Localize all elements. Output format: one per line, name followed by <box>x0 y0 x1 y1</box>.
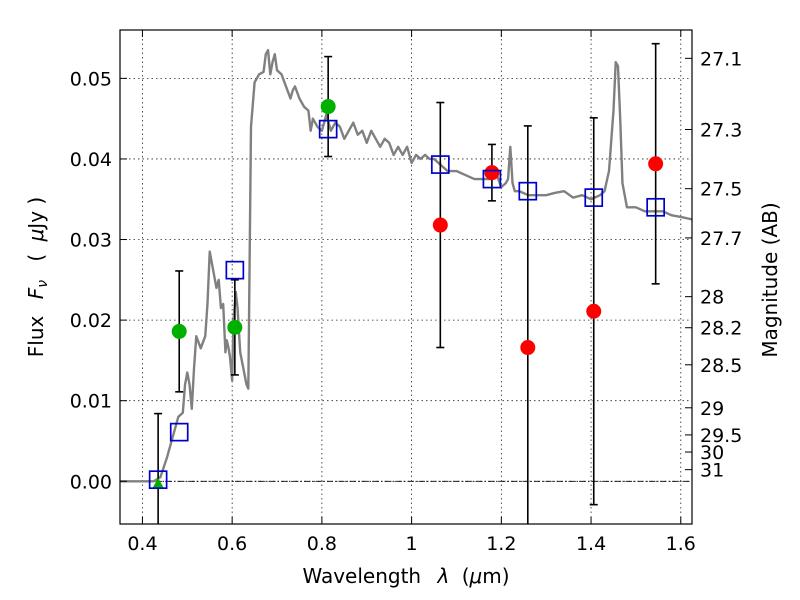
y-axis-label-paren: ( <box>24 254 48 262</box>
magnitude-tick-label: 27.3 <box>700 119 742 141</box>
plot-frame <box>119 29 693 525</box>
x-axis-label: Wavelength λ (μm) <box>302 564 509 588</box>
magnitude-axis-label: Magnitude (AB) <box>758 202 782 357</box>
y-tick-label: 0.03 <box>70 230 112 252</box>
y-tick-label: 0.04 <box>70 149 112 171</box>
y-tick-label: 0.05 <box>70 68 112 90</box>
y-axis-label: Flux Fν ( μJy ) <box>24 197 52 357</box>
y-axis-label-mu: μ <box>24 229 48 243</box>
magnitude-tick-label: 29.5 <box>700 425 742 447</box>
hst-data-point <box>227 319 243 335</box>
magnitude-tick-label: 30 <box>700 442 724 464</box>
x-axis-label-paren: ( <box>462 564 470 588</box>
x-tick-label: 0.6 <box>217 533 247 555</box>
y-axis-label-unit: Jy ) <box>24 197 48 231</box>
tick-layer: 0.4 0.6 0.8 1 1.2 1.4 1.6 0.00 0.01 0.02 0.03 0.04 0… <box>70 30 742 555</box>
ir-data-point <box>520 340 536 356</box>
magnitude-tick-label: 27.1 <box>700 48 742 70</box>
magnitude-tick-label: 27.7 <box>700 228 742 250</box>
hst-data-point <box>171 323 187 339</box>
model-photometry-square <box>430 155 450 174</box>
model-photometry-square <box>646 197 666 217</box>
grid-layer <box>120 30 692 524</box>
x-tick-label: 1.2 <box>486 533 516 555</box>
ir-data-point <box>586 303 602 319</box>
hst-upper-limit-marker <box>152 477 165 489</box>
ir-data-point <box>648 156 664 172</box>
model-photometry-square <box>169 422 189 442</box>
x-axis-label-text: Wavelength <box>302 564 421 588</box>
y-tick-label: 0.02 <box>70 310 112 332</box>
y-axis-label-text: Flux <box>24 315 48 357</box>
hst-data-point <box>320 99 336 115</box>
y-tick-label: 0.00 <box>70 471 112 493</box>
ir-data-point <box>484 165 500 181</box>
x-axis-label-symbol: λ <box>436 564 449 588</box>
x-tick-label: 1 <box>406 533 418 555</box>
model-photometry-square <box>518 181 538 201</box>
model-spectrum-line <box>120 48 693 483</box>
magnitude-tick-label: 31 <box>700 460 724 482</box>
model-photometry-square <box>318 119 338 139</box>
magnitude-tick-label: 27.5 <box>700 179 742 201</box>
ir-data-point <box>432 217 448 233</box>
model-photometry-square <box>148 470 168 490</box>
x-tick-label: 0.8 <box>307 533 337 555</box>
model-photometry-square <box>225 260 245 280</box>
marker-layer <box>148 99 666 490</box>
x-tick-label: 1.4 <box>576 533 606 555</box>
magnitude-tick-label: 28.2 <box>700 318 742 340</box>
model-spectrum-layer <box>120 48 693 483</box>
x-tick-label: 0.4 <box>127 533 157 555</box>
y-tick-label: 0.01 <box>70 391 112 413</box>
magnitude-tick-label: 28 <box>700 287 724 309</box>
model-photometry-square <box>584 188 604 207</box>
y-axis-label-symbol: F <box>24 287 48 299</box>
errorbar-layer <box>154 42 660 524</box>
magnitude-tick-label: 29 <box>700 398 724 420</box>
magnitude-tick-label: 28.5 <box>700 355 742 377</box>
model-photometry-square <box>482 169 502 189</box>
x-axis-label-unit: m) <box>482 564 509 588</box>
y-axis-label-subscript: ν <box>35 280 51 288</box>
x-tick-label: 1.6 <box>666 533 696 555</box>
x-axis-label-mu: μ <box>469 564 483 588</box>
